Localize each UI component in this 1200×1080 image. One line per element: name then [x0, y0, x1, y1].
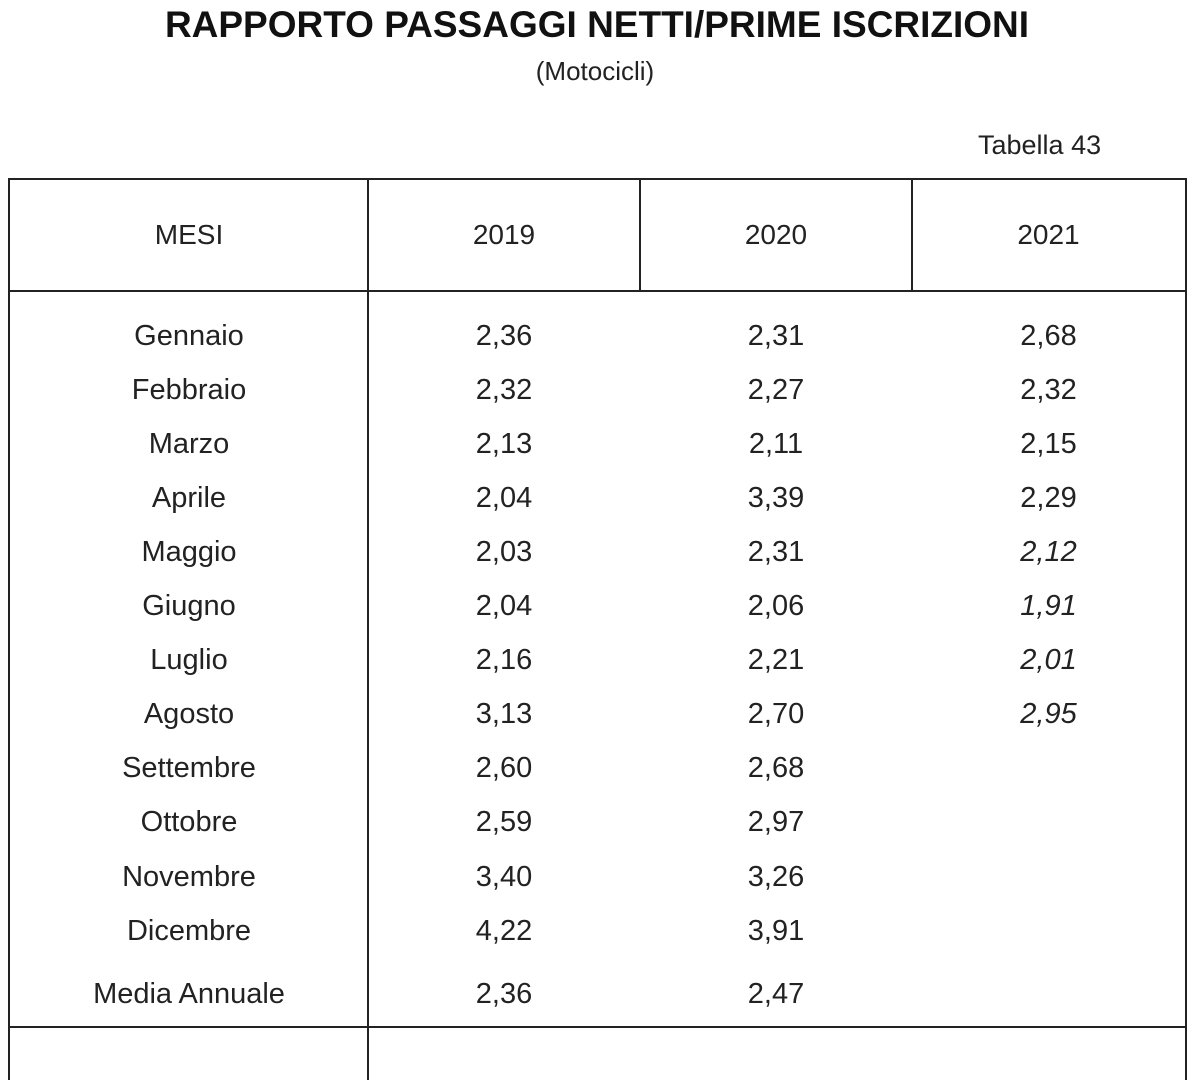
value-cell-2020: 3,39 — [747, 481, 805, 514]
value-cell-2021: 2,15 — [1020, 427, 1077, 460]
value-cell-2021: 2,12 — [1020, 535, 1077, 568]
table-row-annual-average: Media Annuale 2,36 2,47 — [10, 972, 1185, 1016]
table-row: Marzo 2,13 2,11 2,15 — [10, 422, 1185, 466]
page-subtitle: (Motocicli) — [535, 56, 655, 86]
value-cell-2021: 2,32 — [1020, 373, 1077, 406]
month-cell: Febbraio — [131, 373, 247, 406]
data-table: MESI 2019 2020 2021 Gennaio 2,36 2,31 2,… — [8, 178, 1187, 1080]
value-cell-2020: 2,70 — [747, 697, 805, 730]
table-row: Novembre 3,40 3,26 — [10, 855, 1185, 899]
value-cell-2021 — [912, 972, 1185, 1016]
month-cell: Marzo — [148, 427, 230, 460]
value-cell-2021 — [912, 909, 1185, 953]
table-row: Luglio 2,16 2,21 2,01 — [10, 638, 1185, 682]
value-cell-2019: 2,32 — [475, 373, 533, 406]
value-cell-2021: 1,91 — [1020, 589, 1077, 622]
column-header-2020: 2020 — [744, 219, 808, 250]
value-cell-2021: 2,95 — [1020, 697, 1077, 730]
value-cell-2019: 2,36 — [475, 977, 533, 1010]
table-row: Febbraio 2,32 2,27 2,32 — [10, 368, 1185, 412]
table-row: Settembre 2,60 2,68 — [10, 746, 1185, 790]
table-row: Maggio 2,03 2,31 2,12 — [10, 530, 1185, 574]
value-cell-2020: 2,68 — [747, 751, 805, 784]
value-cell-2020: 3,91 — [747, 914, 805, 947]
column-divider — [911, 180, 913, 290]
value-cell-2021 — [912, 800, 1185, 844]
value-cell-2019: 2,60 — [475, 751, 533, 784]
value-cell-2020: 2,97 — [747, 805, 805, 838]
value-cell-2019: 2,04 — [475, 589, 533, 622]
column-header-2021: 2021 — [1017, 219, 1080, 250]
value-cell-2019: 2,03 — [475, 535, 533, 568]
value-cell-2021: 2,01 — [1020, 643, 1077, 676]
value-cell-2020: 2,31 — [747, 319, 805, 352]
value-cell-2019: 4,22 — [475, 914, 533, 947]
column-divider — [639, 180, 641, 290]
value-cell-2019: 2,13 — [475, 427, 533, 460]
column-header-2019: 2019 — [472, 219, 536, 250]
column-divider — [367, 180, 369, 1080]
page-title: RAPPORTO PASSAGGI NETTI/PRIME ISCRIZIONI — [164, 4, 1030, 45]
table-bottom-rule — [8, 1026, 1185, 1028]
table-row: Giugno 2,04 2,06 1,91 — [10, 584, 1185, 628]
table-row: Dicembre 4,22 3,91 — [10, 909, 1185, 953]
column-header-months: MESI — [154, 219, 224, 250]
month-cell: Settembre — [122, 751, 256, 784]
month-cell: Luglio — [150, 643, 228, 676]
value-cell-2019: 3,40 — [475, 860, 533, 893]
month-cell: Media Annuale — [93, 977, 285, 1010]
table-row: Aprile 2,04 3,39 2,29 — [10, 476, 1185, 520]
table-row: Gennaio 2,36 2,31 2,68 — [10, 314, 1185, 358]
value-cell-2019: 2,04 — [475, 481, 533, 514]
month-cell: Agosto — [143, 697, 235, 730]
month-cell: Giugno — [142, 589, 236, 622]
value-cell-2021: 2,29 — [1020, 481, 1077, 514]
month-cell: Maggio — [141, 535, 237, 568]
value-cell-2020: 2,31 — [747, 535, 805, 568]
value-cell-2021 — [912, 746, 1185, 790]
value-cell-2020: 2,06 — [747, 589, 805, 622]
month-cell: Aprile — [151, 481, 227, 514]
value-cell-2019: 2,16 — [475, 643, 533, 676]
value-cell-2019: 2,59 — [475, 805, 533, 838]
value-cell-2020: 2,47 — [747, 977, 805, 1010]
value-cell-2021 — [912, 855, 1185, 899]
value-cell-2021: 2,68 — [1020, 319, 1077, 352]
value-cell-2020: 2,21 — [747, 643, 805, 676]
value-cell-2019: 2,36 — [475, 319, 533, 352]
table-header-row: MESI 2019 2020 2021 — [10, 180, 1185, 292]
table-row: Agosto 3,13 2,70 2,95 — [10, 692, 1185, 736]
value-cell-2020: 3,26 — [747, 860, 805, 893]
value-cell-2020: 2,27 — [747, 373, 805, 406]
table-number: Tabella 43 — [978, 130, 1102, 160]
value-cell-2020: 2,11 — [748, 427, 804, 460]
month-cell: Gennaio — [134, 319, 244, 352]
month-cell: Ottobre — [140, 805, 238, 838]
month-cell: Novembre — [122, 860, 256, 893]
table-row: Ottobre 2,59 2,97 — [10, 800, 1185, 844]
month-cell: Dicembre — [126, 914, 252, 947]
value-cell-2019: 3,13 — [475, 697, 533, 730]
